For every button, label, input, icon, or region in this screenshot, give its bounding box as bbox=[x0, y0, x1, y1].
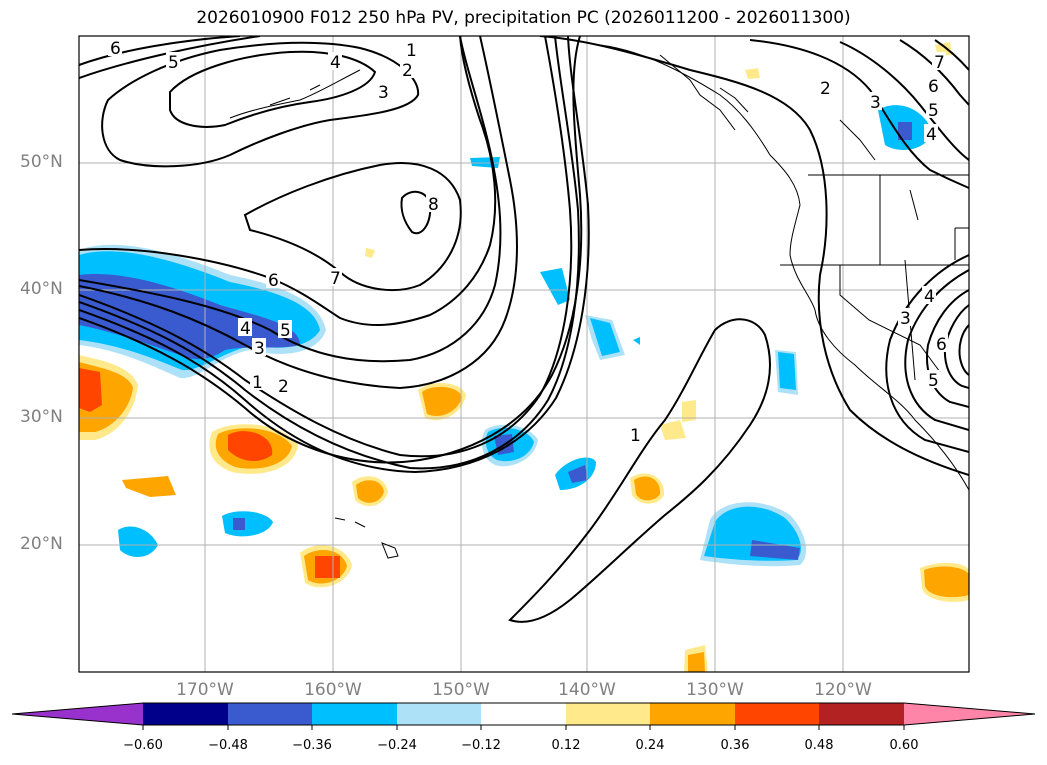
pv-label: 8 bbox=[428, 195, 439, 215]
pv-label: 4 bbox=[926, 125, 937, 145]
lon-label-120w: 120°W bbox=[814, 680, 872, 700]
pv-label: 7 bbox=[330, 269, 341, 289]
colorbar-tick-label: −0.24 bbox=[377, 738, 417, 753]
pv-label: 5 bbox=[280, 321, 291, 341]
map-frame bbox=[78, 35, 970, 673]
colorbar-bin bbox=[312, 703, 397, 725]
colorbar-extend-low bbox=[12, 703, 143, 725]
pv-label: 3 bbox=[870, 93, 881, 113]
lon-label-130w: 130°W bbox=[686, 680, 744, 700]
colorbar-tick-label: 0.12 bbox=[551, 738, 581, 753]
colorbar-tick-label: 0.24 bbox=[635, 738, 665, 753]
colorbar-bin bbox=[397, 703, 481, 725]
pv-label: 7 bbox=[934, 53, 945, 73]
colorbar-tick-label: −0.60 bbox=[123, 738, 163, 753]
pv-label: 4 bbox=[924, 287, 935, 307]
lat-label-20n: 20°N bbox=[20, 534, 63, 554]
colorbar-bin bbox=[650, 703, 735, 725]
colorbar-bin bbox=[819, 703, 904, 725]
pv-label: 3 bbox=[254, 339, 265, 359]
negative-precip-shading bbox=[79, 105, 932, 567]
map-panel: 1 2 3 4 5 6 7 8 1 2 3 4 5 6 bbox=[79, 36, 969, 672]
pv-label: 6 bbox=[928, 77, 939, 97]
pv-label: 2 bbox=[402, 61, 413, 81]
map-title: 2026010900 F012 250 hPa PV, precipitatio… bbox=[196, 8, 851, 28]
lat-label-40n: 40°N bbox=[20, 279, 63, 299]
pv-label: 4 bbox=[330, 53, 341, 73]
colorbar-tick-label: −0.12 bbox=[461, 738, 501, 753]
pv-label: 3 bbox=[900, 309, 911, 329]
pv-label: 2 bbox=[820, 79, 831, 99]
colorbar-tick-label: 0.48 bbox=[804, 738, 834, 753]
pv-label: 6 bbox=[110, 39, 121, 59]
pv-label: 1 bbox=[406, 41, 417, 61]
pv-label: 6 bbox=[936, 335, 947, 355]
pv-label: 1 bbox=[630, 426, 641, 446]
pv-label: 3 bbox=[378, 83, 389, 103]
colorbar bbox=[11, 702, 1036, 730]
positive-precip-shading bbox=[79, 42, 969, 672]
lon-label-170w: 170°W bbox=[176, 680, 234, 700]
lat-label-50n: 50°N bbox=[20, 152, 63, 172]
pv-contours bbox=[79, 36, 969, 623]
colorbar-extend-high bbox=[904, 703, 1035, 725]
pv-label: 6 bbox=[268, 271, 279, 291]
lon-label-140w: 140°W bbox=[558, 680, 616, 700]
pv-labels: 1 2 3 4 5 6 7 8 1 2 3 4 5 6 bbox=[108, 38, 948, 446]
colorbar-bin bbox=[228, 703, 312, 725]
colorbar-tick-label: −0.36 bbox=[292, 738, 332, 753]
pv-label: 5 bbox=[168, 53, 179, 73]
pv-label: 1 bbox=[252, 373, 263, 393]
pv-label: 5 bbox=[928, 371, 939, 391]
colorbar-tick-label: −0.48 bbox=[208, 738, 248, 753]
colorbar-bin bbox=[481, 703, 566, 725]
pv-label: 4 bbox=[240, 319, 251, 339]
lon-label-160w: 160°W bbox=[304, 680, 362, 700]
colorbar-bin bbox=[735, 703, 819, 725]
lon-label-150w: 150°W bbox=[432, 680, 490, 700]
coastlines bbox=[229, 44, 969, 559]
colorbar-bin bbox=[566, 703, 650, 725]
colorbar-bin bbox=[143, 703, 228, 725]
pv-label: 5 bbox=[928, 101, 939, 121]
colorbar-tick-label: 0.36 bbox=[720, 738, 750, 753]
colorbar-tick-label: 0.60 bbox=[889, 738, 919, 753]
lat-label-30n: 30°N bbox=[20, 407, 63, 427]
pv-label: 2 bbox=[278, 377, 289, 397]
graticule bbox=[79, 36, 969, 672]
